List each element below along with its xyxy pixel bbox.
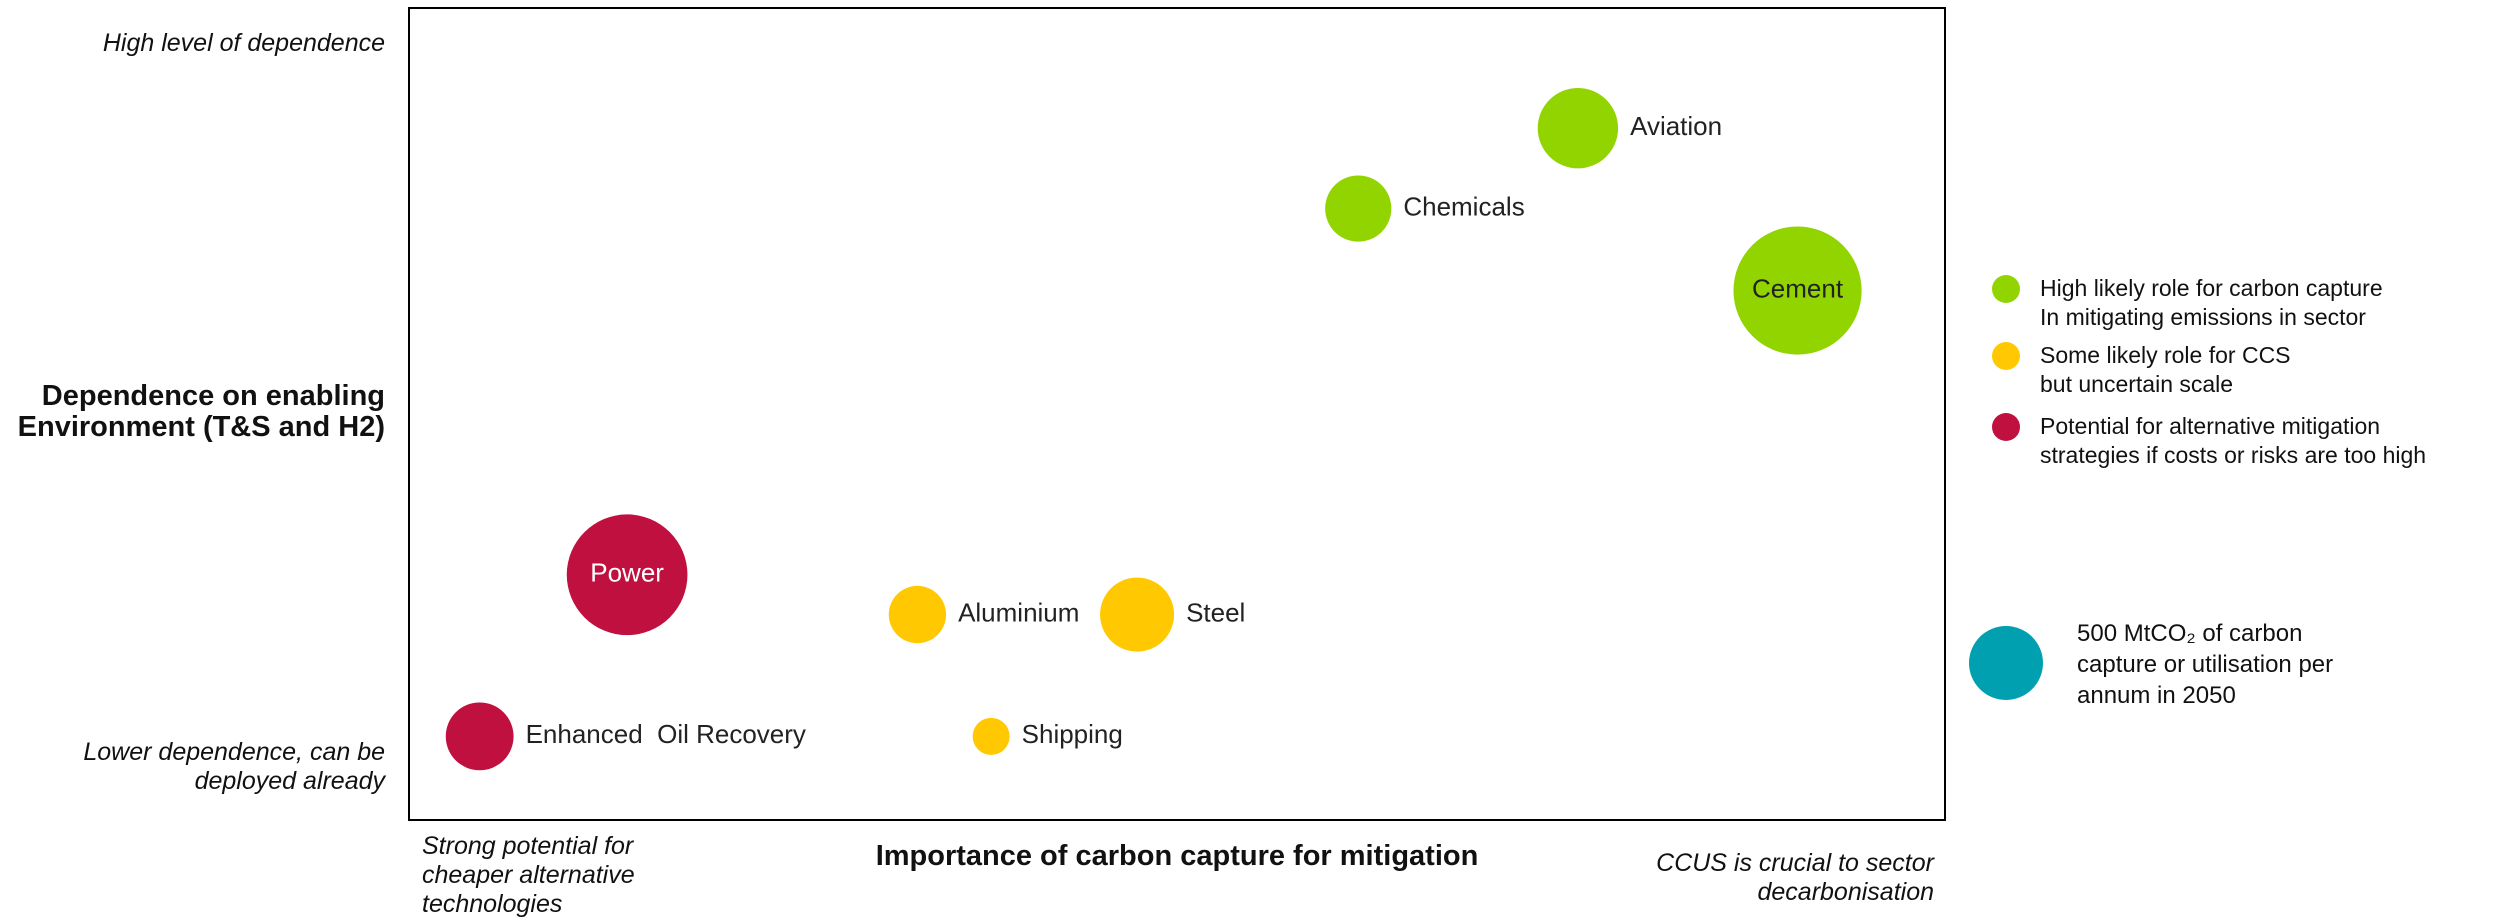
plot-frame <box>408 7 1946 821</box>
legend-swatch <box>1992 413 2020 441</box>
x-high-label: CCUS is crucial to sector decarbonisatio… <box>1656 849 1934 906</box>
bubble-label: Shipping <box>1022 719 1123 749</box>
bubble <box>445 702 514 771</box>
x-low-label: Strong potential for cheaper alternative… <box>422 832 635 918</box>
legend-label: Potential for alternative mitigation str… <box>2040 413 2427 468</box>
y-high-label: High level of dependence <box>102 29 385 57</box>
legend-label: High likely role for carbon capture In m… <box>2040 275 2383 330</box>
y-axis-label: Dependence on enabling Environment (T&S … <box>17 380 385 443</box>
bubble-label: Power <box>590 558 664 588</box>
bubble-label: Enhanced Oil Recovery <box>526 719 806 749</box>
bubble-label: Aviation <box>1630 111 1722 141</box>
y-low-label: Lower dependence, can be deployed alread… <box>83 738 385 795</box>
bubble-label: Aluminium <box>958 597 1079 627</box>
x-axis-label: Importance of carbon capture for mitigat… <box>875 840 1479 872</box>
size-legend-label: 500 MtCO₂ of carbon capture or utilisati… <box>2077 620 2334 709</box>
legend-swatch <box>1992 342 2020 370</box>
size-legend-bubble <box>1969 626 2043 700</box>
bubble-label: Chemicals <box>1403 191 1524 221</box>
bubble <box>566 514 688 636</box>
bubble <box>972 717 1010 755</box>
bubble <box>1100 577 1175 652</box>
bubble <box>888 585 947 644</box>
legend-label: Some likely role for CCS but uncertain s… <box>2040 342 2291 397</box>
legend-swatch <box>1992 275 2020 303</box>
bubble <box>1325 175 1392 242</box>
bubble-label: Cement <box>1752 273 1844 303</box>
bubble <box>1537 87 1619 169</box>
bubble-label: Steel <box>1186 597 1245 627</box>
bubble <box>1733 226 1862 355</box>
